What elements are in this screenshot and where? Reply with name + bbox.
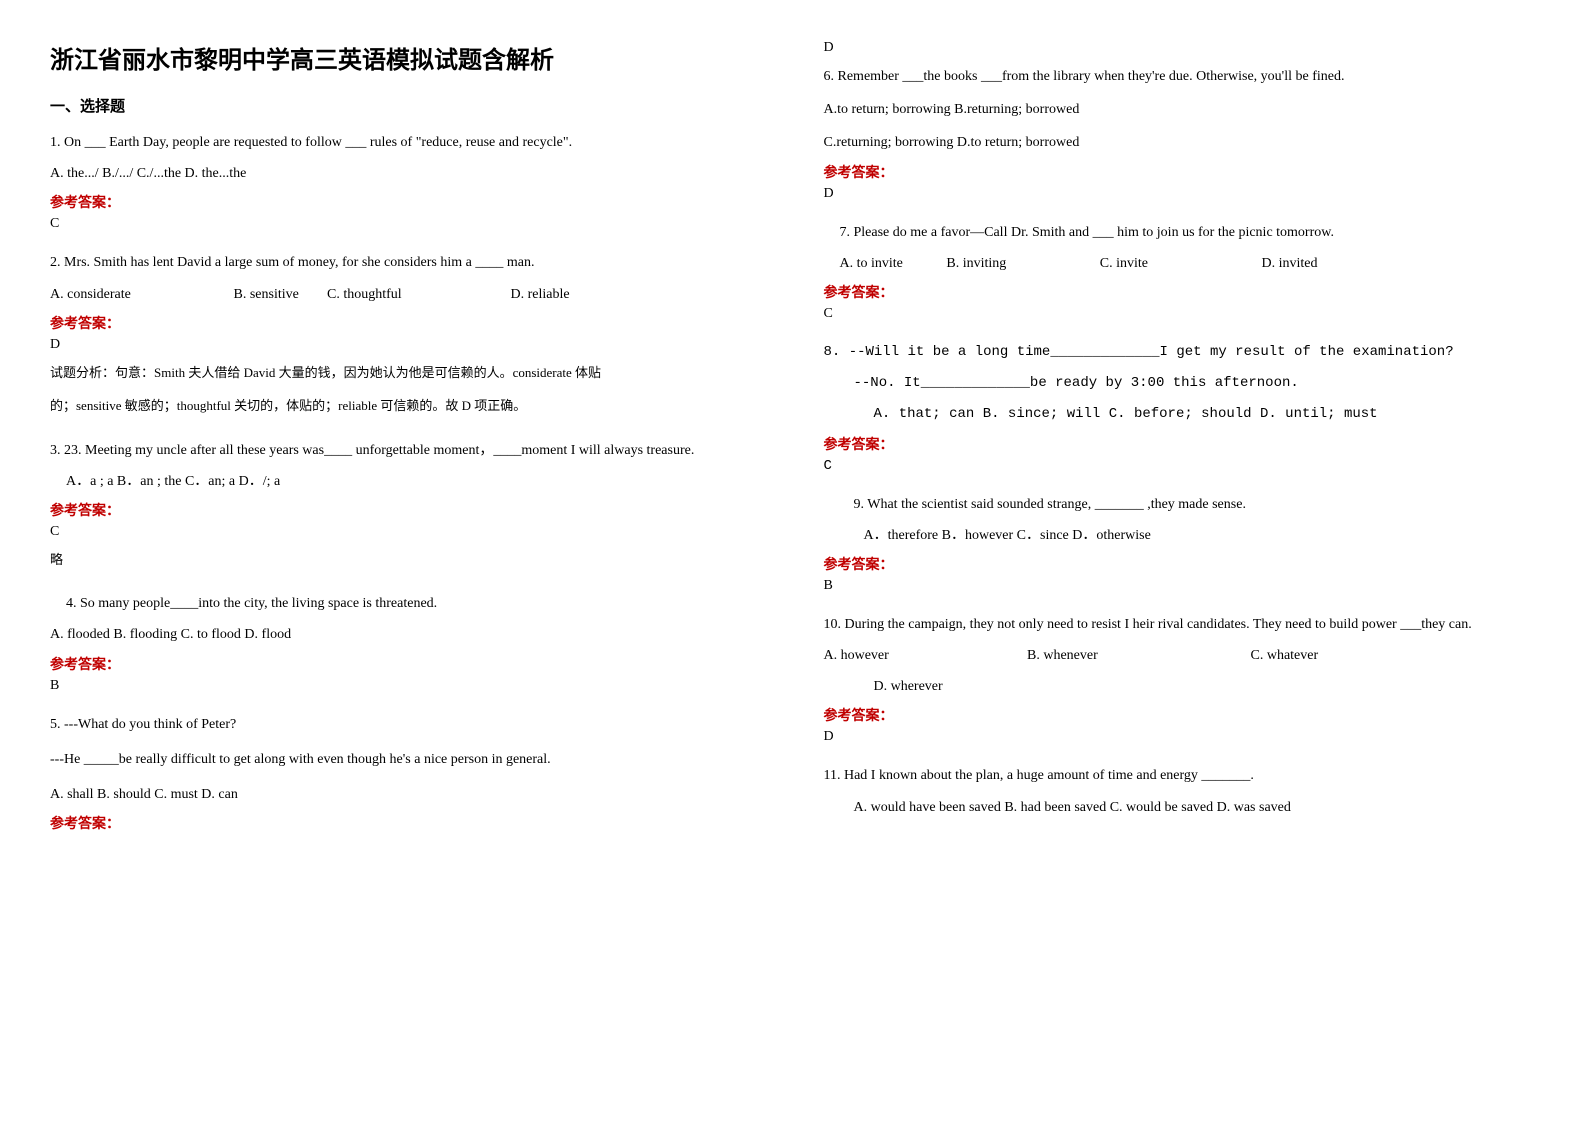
q4-text: 4. So many people____into the city, the … <box>50 591 764 616</box>
question-6: 6. Remember ___the books ___from the lib… <box>824 64 1538 210</box>
question-1: 1. On ___ Earth Day, people are requeste… <box>50 130 764 240</box>
page-title: 浙江省丽水市黎明中学高三英语模拟试题含解析 <box>50 40 764 75</box>
answer-label: 参考答案： <box>824 705 1538 725</box>
answer-label: 参考答案： <box>824 554 1538 574</box>
left-column: 浙江省丽水市黎明中学高三英语模拟试题含解析 一、选择题 1. On ___ Ea… <box>50 40 764 1082</box>
question-9: 9. What the scientist said sounded stran… <box>824 492 1538 602</box>
section-heading: 一、选择题 <box>50 95 764 116</box>
q2-answer: D <box>50 337 764 353</box>
answer-label: 参考答案： <box>824 162 1538 182</box>
q11-options: A. would have been saved B. had been sav… <box>824 795 1538 820</box>
q7-options: A. to invite B. inviting C. invite D. in… <box>824 251 1538 276</box>
q7-answer: C <box>824 306 1538 322</box>
answer-label: 参考答案： <box>50 313 764 333</box>
q6-text: 6. Remember ___the books ___from the lib… <box>824 64 1538 89</box>
q5-answer: D <box>824 40 1538 56</box>
question-8: 8. --Will it be a long time_____________… <box>824 340 1538 482</box>
q2-optC: C. thoughtful <box>327 282 507 307</box>
q2-optB: B. sensitive <box>234 282 324 307</box>
q6-optsA: A.to return; borrowing B.returning; borr… <box>824 97 1538 122</box>
q2-optA: A. considerate <box>50 282 230 307</box>
q10-answer: D <box>824 729 1538 745</box>
q11-text: 11. Had I known about the plan, a huge a… <box>824 763 1538 788</box>
question-3: 3. 23. Meeting my uncle after all these … <box>50 438 764 582</box>
question-7: 7. Please do me a favor—Call Dr. Smith a… <box>824 220 1538 330</box>
question-5: 5. ---What do you think of Peter? ---He … <box>50 712 764 838</box>
q5-options: A. shall B. should C. must D. can <box>50 782 764 807</box>
q10-optB: B. whenever <box>1027 643 1247 668</box>
q4-answer: B <box>50 678 764 694</box>
answer-label: 参考答案： <box>50 192 764 212</box>
q3-answer: C <box>50 524 764 540</box>
q6-answer: D <box>824 186 1538 202</box>
q3-text: 3. 23. Meeting my uncle after all these … <box>50 438 764 463</box>
question-11: 11. Had I known about the plan, a huge a… <box>824 763 1538 825</box>
q5-text: 5. ---What do you think of Peter? <box>50 712 764 737</box>
q9-options: A．therefore B．however C．since D．otherwis… <box>824 523 1538 548</box>
answer-label: 参考答案： <box>824 282 1538 302</box>
q8-opts: A. that; can B. since; will C. before; s… <box>824 402 1538 427</box>
q3-lue: 略 <box>50 548 764 571</box>
q10-options: A. however B. whenever C. whatever <box>824 643 1538 668</box>
q3-options: A．a ; a B．an ; the C．an; a D．/; a <box>50 469 764 494</box>
q7-optC: C. invite <box>1100 251 1148 276</box>
q9-answer: B <box>824 578 1538 594</box>
question-10: 10. During the campaign, they not only n… <box>824 612 1538 754</box>
q10-optC: C. whatever <box>1251 643 1319 668</box>
q2-options: A. considerate B. sensitive C. thoughtfu… <box>50 282 764 307</box>
q5-text2: ---He _____be really difficult to get al… <box>50 747 764 772</box>
q2-text: 2. Mrs. Smith has lent David a large sum… <box>50 250 764 275</box>
q7-optD: D. invited <box>1262 251 1318 276</box>
q4-options: A. flooded B. flooding C. to flood D. fl… <box>50 622 764 647</box>
q7-optA: A. to invite <box>840 251 903 276</box>
q8-answer: C <box>824 458 1538 474</box>
q10-optA: A. however <box>824 643 1024 668</box>
q10-optD: D. wherever <box>824 674 1538 699</box>
q10-text: 10. During the campaign, they not only n… <box>824 612 1538 637</box>
answer-label: 参考答案： <box>50 813 764 833</box>
question-4: 4. So many people____into the city, the … <box>50 591 764 701</box>
q6-optsC: C.returning; borrowing D.to return; borr… <box>824 130 1538 155</box>
q7-text: 7. Please do me a favor—Call Dr. Smith a… <box>824 220 1538 245</box>
question-2: 2. Mrs. Smith has lent David a large sum… <box>50 250 764 427</box>
q1-answer: C <box>50 216 764 232</box>
right-column: D 6. Remember ___the books ___from the l… <box>824 40 1538 1082</box>
q8-text1: 8. --Will it be a long time_____________… <box>824 340 1538 365</box>
q1-options: A. the.../ B./.../ C./...the D. the...th… <box>50 161 764 186</box>
q2-optD: D. reliable <box>511 282 570 307</box>
q9-text: 9. What the scientist said sounded stran… <box>824 492 1538 517</box>
q7-optB: B. inviting <box>946 251 1006 276</box>
q8-text2: --No. It_____________be ready by 3:00 th… <box>824 371 1538 396</box>
q2-expl1: 试题分析：句意：Smith 夫人借给 David 大量的钱，因为她认为他是可信赖… <box>50 361 764 384</box>
answer-label: 参考答案： <box>50 654 764 674</box>
answer-label: 参考答案： <box>824 434 1538 454</box>
answer-label: 参考答案： <box>50 500 764 520</box>
q1-text: 1. On ___ Earth Day, people are requeste… <box>50 130 764 155</box>
q2-expl2: 的；sensitive 敏感的；thoughtful 关切的，体贴的；relia… <box>50 394 764 417</box>
